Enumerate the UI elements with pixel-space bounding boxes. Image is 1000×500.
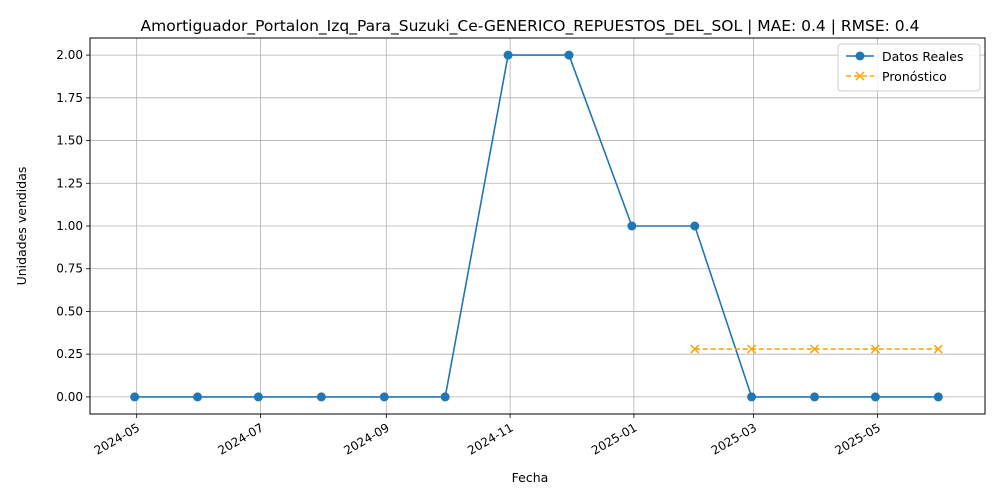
y-axis-label: Unidades vendidas xyxy=(14,167,29,286)
data-point xyxy=(316,392,326,402)
y-tick-label: 1.50 xyxy=(56,134,83,148)
legend-marker-actual xyxy=(855,51,865,61)
x-tick-label: 2024-05 xyxy=(92,420,142,457)
y-tick-label: 1.75 xyxy=(56,91,83,105)
data-point xyxy=(193,392,203,402)
data-point xyxy=(870,392,880,402)
forecast-point xyxy=(690,344,700,354)
data-point xyxy=(933,392,943,402)
y-tick-label: 1.00 xyxy=(56,219,83,233)
chart-title: Amortiguador_Portalon_Izq_Para_Suzuki_Ce… xyxy=(141,17,920,36)
forecast-point xyxy=(933,344,943,354)
x-tick-label: 2025-01 xyxy=(589,420,639,457)
x-tick-label: 2025-05 xyxy=(833,420,883,457)
x-axis-label: Fecha xyxy=(512,470,549,485)
forecast-point xyxy=(747,344,757,354)
data-point xyxy=(564,50,574,60)
y-tick-label: 0.50 xyxy=(56,304,83,318)
y-tick-label: 0.25 xyxy=(56,347,83,361)
data-point xyxy=(747,392,757,402)
x-tick-label: 2024-11 xyxy=(465,420,515,457)
series-line-0 xyxy=(134,54,939,398)
data-point xyxy=(627,221,637,231)
y-tick-label: 1.25 xyxy=(56,176,83,190)
x-tick-label: 2024-09 xyxy=(341,420,391,457)
data-point xyxy=(503,50,513,60)
data-point xyxy=(379,392,389,402)
y-tick-label: 0.00 xyxy=(56,390,83,404)
grid xyxy=(90,38,985,414)
series-layer xyxy=(130,50,943,402)
data-point xyxy=(690,221,700,231)
legend-marker-forecast xyxy=(855,71,865,81)
y-tick-label: 0.75 xyxy=(56,262,83,276)
data-point xyxy=(810,392,820,402)
legend-label-actual: Datos Reales xyxy=(882,49,963,64)
data-point xyxy=(440,392,450,402)
legend-label-forecast: Pronóstico xyxy=(882,69,947,84)
legend: Datos Reales Pronóstico xyxy=(837,43,981,92)
forecast-point xyxy=(870,344,880,354)
data-point xyxy=(253,392,263,402)
data-point xyxy=(130,392,140,402)
forecast-point xyxy=(809,344,820,354)
x-tick-label: 2024-07 xyxy=(216,420,266,457)
y-tick-label: 2.00 xyxy=(56,48,83,62)
x-tick-label: 2025-03 xyxy=(709,420,759,457)
